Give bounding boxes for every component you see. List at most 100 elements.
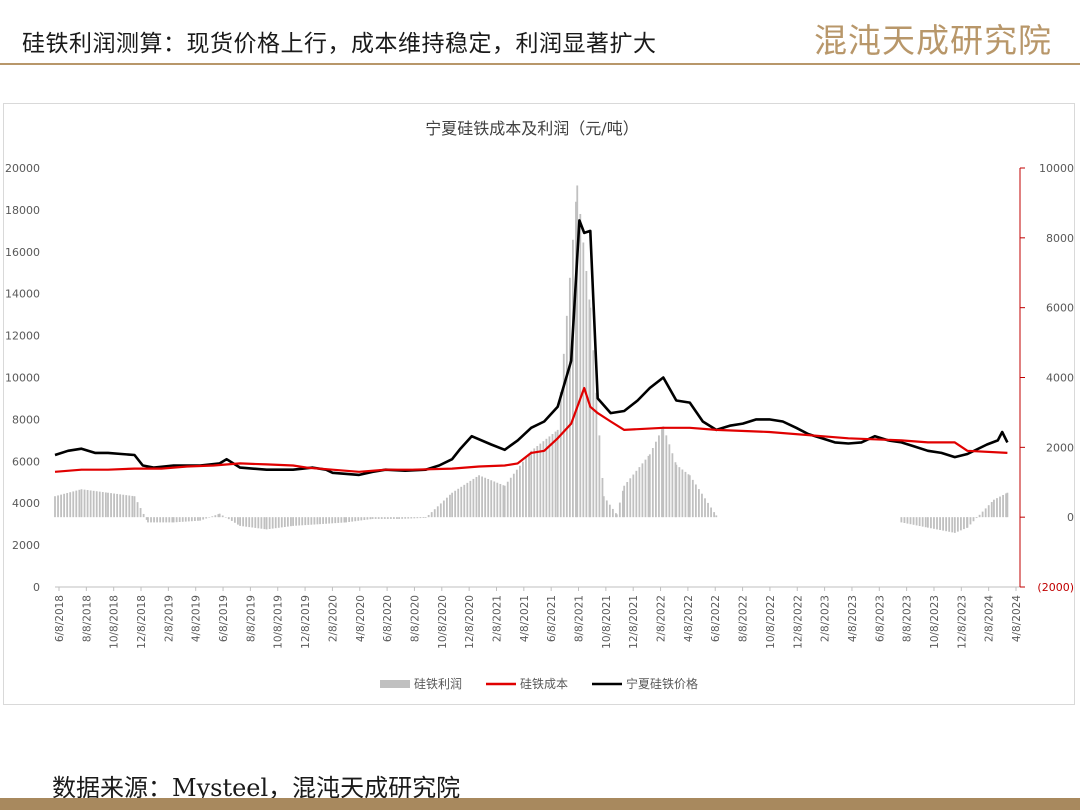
legend-profit-label: 硅铁利润 xyxy=(414,677,462,691)
profit-bar xyxy=(621,490,624,518)
profit-bar xyxy=(975,517,978,519)
profit-bar xyxy=(208,517,211,518)
x-tick-label: 8/8/2019 xyxy=(245,595,257,642)
profit-bar xyxy=(369,517,372,520)
y-left-tick-label: 8000 xyxy=(12,413,40,426)
profit-bar xyxy=(572,239,574,518)
profit-bar xyxy=(611,508,614,518)
profit-bar xyxy=(951,517,954,533)
legend-cost-label: 硅铁成本 xyxy=(520,677,568,691)
profit-bar xyxy=(274,517,277,529)
profit-bar xyxy=(292,517,294,526)
profit-bar xyxy=(972,517,975,522)
profit-bar xyxy=(416,517,419,519)
profit-bar xyxy=(142,513,145,518)
profit-bar xyxy=(171,517,174,523)
profit-bar xyxy=(1005,493,1007,518)
profit-bar xyxy=(522,461,524,518)
profit-bar xyxy=(675,464,678,518)
x-tick-label: 12/8/2019 xyxy=(300,595,312,649)
profit-bar xyxy=(449,494,451,518)
profit-bar xyxy=(615,514,618,518)
profit-bar xyxy=(197,517,199,521)
profit-bar xyxy=(348,517,351,523)
profit-bar xyxy=(987,505,990,518)
x-tick-label: 8/8/2022 xyxy=(738,595,750,642)
y-left-tick-label: 12000 xyxy=(5,330,40,343)
profit-bar xyxy=(496,482,499,518)
profit-bar xyxy=(75,490,78,518)
profit-bar xyxy=(548,436,551,518)
profit-bar xyxy=(316,517,319,525)
profit-bar xyxy=(377,517,380,519)
profit-bar xyxy=(499,483,502,518)
legend-price-label: 宁夏硅铁价格 xyxy=(626,676,698,691)
profit-bar xyxy=(996,498,998,518)
profit-bar xyxy=(942,517,944,531)
profit-bar xyxy=(502,485,505,518)
y-left-tick-label: 18000 xyxy=(5,204,40,217)
profit-bar xyxy=(475,476,478,518)
profit-bar xyxy=(551,433,554,518)
x-tick-label: 2/8/2019 xyxy=(163,595,175,642)
y-right-tick-label: 6000 xyxy=(1046,302,1074,315)
profit-bar xyxy=(150,517,152,523)
profit-bar xyxy=(396,517,398,519)
profit-bar xyxy=(559,391,562,518)
profit-bar xyxy=(939,517,941,531)
profit-bar xyxy=(472,478,475,518)
profit-bar xyxy=(271,517,274,529)
profit-bar xyxy=(295,517,298,526)
profit-bar xyxy=(710,507,712,518)
profit-bar xyxy=(145,517,148,520)
profit-bar xyxy=(990,501,993,518)
profit-bar xyxy=(912,517,915,525)
profit-bar xyxy=(172,517,175,523)
profit-bar xyxy=(322,517,324,524)
x-tick-label: 12/8/2022 xyxy=(792,595,804,649)
profit-bar xyxy=(72,491,75,518)
profit-bar xyxy=(665,435,668,518)
profit-bar xyxy=(184,517,187,522)
profit-bar xyxy=(325,517,328,524)
profit-bar xyxy=(277,517,280,528)
profit-bar xyxy=(265,517,268,530)
profit-bar xyxy=(224,517,227,518)
footer-bar xyxy=(0,798,1080,810)
profit-bar xyxy=(556,429,559,518)
profit-bar xyxy=(490,480,493,518)
profit-bar xyxy=(671,453,674,518)
profit-bar xyxy=(460,486,463,518)
profit-bar xyxy=(383,517,386,519)
data-source: 数据来源：Mysteel，混沌天成研究院 xyxy=(52,774,461,802)
profit-bar xyxy=(153,517,155,523)
profit-bar xyxy=(248,517,251,528)
x-tick-label: 4/8/2019 xyxy=(191,595,203,642)
profit-bar xyxy=(304,517,307,526)
x-tick-label: 12/8/2023 xyxy=(956,595,968,649)
profit-bar xyxy=(515,469,518,518)
profit-bar xyxy=(602,496,605,518)
profit-bar xyxy=(466,482,469,518)
profit-bar xyxy=(903,517,906,524)
profit-bar xyxy=(651,448,654,518)
x-tick-label: 12/8/2021 xyxy=(628,595,640,649)
profit-bar xyxy=(233,517,236,523)
profit-bar xyxy=(263,517,266,530)
profit-bar xyxy=(948,517,951,532)
profit-bar xyxy=(478,475,480,518)
profit-bar xyxy=(694,484,697,518)
axes: 0 2000 4000 6000 8000 10000 12000 14000 16000 180… xyxy=(5,162,1074,649)
price-line xyxy=(54,219,1009,477)
profit-bar xyxy=(54,496,56,518)
profit-bar xyxy=(981,511,984,518)
profit-bar xyxy=(351,517,354,522)
profit-bar xyxy=(69,492,72,518)
profit-bar xyxy=(95,491,98,518)
profit-bar xyxy=(257,517,260,529)
x-tick-label: 12/8/2018 xyxy=(136,595,148,649)
y-left-tick-label: 2000 xyxy=(12,539,40,552)
profit-bar xyxy=(701,493,703,518)
profit-bar xyxy=(641,463,644,518)
